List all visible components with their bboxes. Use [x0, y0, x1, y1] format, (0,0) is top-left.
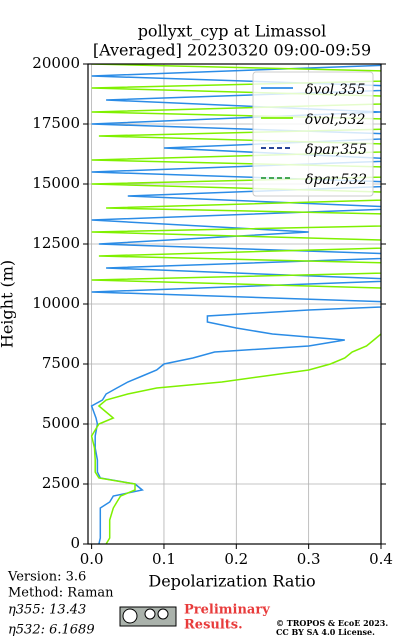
y-tick-label: 2500 — [42, 474, 80, 492]
y-tick-label: 7500 — [42, 354, 80, 372]
x-tick-label: 0.4 — [369, 550, 393, 568]
info-text: Version: 3.6 — [7, 570, 86, 585]
copyright-text: CC BY SA 4.0 License. — [276, 627, 375, 637]
notice-text: Results. — [184, 618, 243, 633]
y-axis-label: Height (m) — [0, 260, 17, 348]
y-tick-label: 12500 — [32, 234, 80, 252]
chart-title: pollyxt_cyp at Limassol — [138, 22, 327, 41]
y-tick-label: 5000 — [42, 414, 80, 432]
info-text: Method: Raman — [8, 586, 114, 601]
profile-line — [90, 64, 381, 544]
y-tick-label: 0 — [70, 534, 80, 552]
legend-label: δvol,355 — [305, 82, 366, 98]
legend-label: δpar,532 — [305, 172, 367, 188]
legend-label: δpar,355 — [305, 142, 367, 158]
info-text: η532: 6.1689 — [8, 623, 95, 638]
cc-logo — [119, 606, 177, 627]
copyright-text: © TROPOS & EcoE 2023. — [276, 618, 388, 628]
y-tick-label: 10000 — [32, 294, 80, 312]
legend-box — [252, 71, 374, 197]
x-tick-label: 0.0 — [80, 550, 104, 568]
plot-frame — [87, 63, 382, 545]
y-tick-label: 20000 — [32, 54, 80, 72]
x-tick-label: 0.3 — [297, 550, 321, 568]
y-tick-label: 15000 — [32, 174, 80, 192]
chart-title: [Averaged] 20230320 09:00-09:59 — [93, 41, 371, 60]
y-tick-label: 17500 — [32, 114, 80, 132]
info-text: η355: 13.43 — [8, 603, 86, 618]
plot-area — [90, 64, 381, 544]
x-tick-label: 0.1 — [152, 550, 176, 568]
legend-label: δvol,532 — [305, 112, 366, 128]
x-tick-label: 0.2 — [224, 550, 248, 568]
x-axis-label: Depolarization Ratio — [148, 572, 315, 591]
notice-text: Preliminary — [184, 603, 270, 618]
